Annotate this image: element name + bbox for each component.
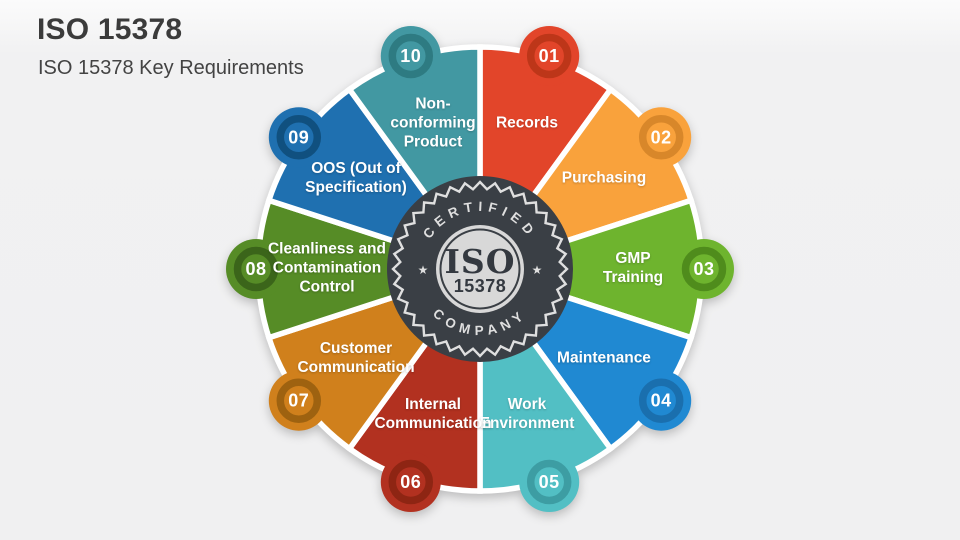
segment-07-number-badge: 07 — [268, 370, 329, 431]
segment-03-number-badge: 03 — [674, 239, 734, 299]
segment-number: 08 — [245, 259, 266, 279]
slide-subtitle: ISO 15378 Key Requirements — [38, 57, 304, 79]
segment-number: 09 — [288, 127, 309, 147]
segment-06-number-badge: 06 — [380, 452, 441, 512]
segment-10-number-badge: 10 — [380, 26, 441, 86]
segment-number: 01 — [539, 46, 560, 66]
seal-iso-text: ISO — [444, 242, 515, 281]
badge-ring — [526, 459, 572, 505]
segment-number-badges: 01 02 03 04 05 06 07 08 09 10 — [226, 26, 734, 512]
segment-number: 07 — [288, 391, 309, 411]
seal-inner-ring — [439, 228, 521, 310]
segment-number: 06 — [400, 472, 421, 492]
segment-04-number-badge: 04 — [631, 370, 692, 431]
seal-zigzag-ring — [391, 180, 569, 358]
badge-ring — [276, 115, 322, 160]
segment-08-number-badge: 08 — [226, 239, 286, 299]
badge-ring — [638, 115, 684, 160]
segment-number: 10 — [400, 46, 421, 66]
star-icon: ★ — [532, 263, 543, 277]
segment-05-number-badge: 05 — [519, 452, 580, 512]
badge-ring — [681, 246, 727, 292]
badge-ring — [526, 33, 572, 79]
segment-number: 05 — [539, 472, 560, 492]
star-icon: ★ — [418, 263, 429, 277]
seal-inner-disc — [436, 225, 524, 313]
segment-02-number-badge: 02 — [631, 107, 692, 168]
badge-ring — [388, 459, 434, 505]
segment-number: 03 — [693, 259, 714, 279]
segment-number: 04 — [651, 391, 672, 411]
badge-ring — [388, 33, 434, 79]
seal-code-text: 15378 — [454, 276, 507, 296]
badge-ring — [276, 378, 322, 423]
segment-09-number-badge: 09 — [268, 107, 329, 168]
segment-number: 02 — [651, 127, 672, 147]
badge-ring — [638, 378, 684, 423]
seal-scalloped-edge — [391, 180, 569, 358]
certified-company-seal: CERTIFIED ★ ★ ISO 15378 COMPANY — [387, 176, 573, 362]
segment-01-number-badge: 01 — [519, 26, 580, 86]
badge-ring — [233, 246, 279, 292]
slide-title: ISO 15378 — [37, 13, 183, 46]
